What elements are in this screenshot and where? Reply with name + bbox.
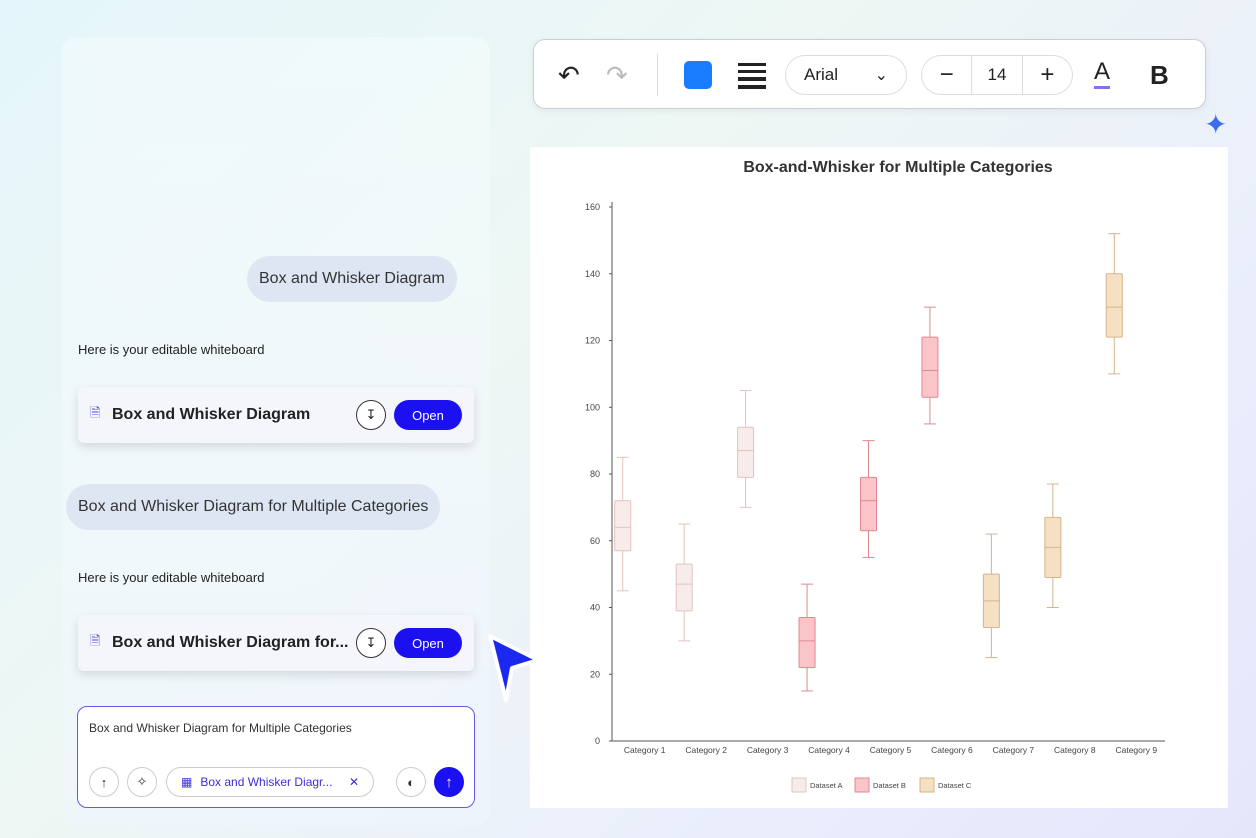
box — [614, 500, 632, 552]
keyboard-icon: ▦ — [181, 775, 193, 789]
chat-input-text[interactable]: Box and Whisker Diagram for Multiple Cat… — [89, 721, 352, 735]
y-tick-label: 140 — [585, 269, 600, 279]
chevron-down-icon: ⌄ — [874, 67, 888, 84]
x-tick-label: Category 5 — [870, 745, 912, 755]
style-icon[interactable]: ◐ — [396, 767, 426, 797]
box-category-3 — [737, 390, 755, 508]
download-icon[interactable]: ↧ — [356, 400, 386, 430]
minus-icon[interactable]: − — [939, 61, 954, 88]
legend-label: Dataset C — [938, 781, 972, 790]
x-tick-label: Category 2 — [685, 745, 727, 755]
undo-icon[interactable]: ↶ — [558, 60, 580, 90]
fill-color-swatch[interactable] — [684, 61, 712, 89]
card-title: Box and Whisker Diagram for... — [112, 634, 349, 651]
whiteboard-card: 🗎 Box and Whisker Diagram for... ↧ Open — [78, 615, 474, 671]
y-tick-label: 40 — [590, 603, 600, 613]
box — [860, 476, 877, 532]
y-tick-label: 0 — [595, 736, 600, 746]
box — [737, 426, 755, 478]
chip-label: Box and Whisker Diagr... — [200, 775, 333, 789]
font-size-stepper[interactable]: − 14 + — [921, 55, 1073, 95]
box-category-7 — [982, 533, 1000, 659]
toolbar: ↶ ↷ Arial ⌄ − 14 + A B — [533, 39, 1206, 109]
chart-panel[interactable]: Box-and-Whisker for Multiple Categories … — [530, 147, 1228, 808]
x-tick-label: Category 8 — [1054, 745, 1096, 755]
x-tick-label: Category 4 — [808, 745, 850, 755]
cursor-arrow-icon — [488, 634, 540, 702]
box-category-8 — [1044, 483, 1062, 608]
box-category-1 — [614, 456, 632, 592]
redo-icon[interactable]: ↷ — [606, 60, 628, 90]
font-select[interactable]: Arial ⌄ — [785, 55, 907, 95]
y-tick-label: 120 — [585, 336, 600, 346]
font-size-value[interactable]: 14 — [971, 55, 1023, 95]
assistant-message: Here is your editable whiteboard — [78, 570, 265, 585]
y-tick-label: 80 — [590, 469, 600, 479]
legend-swatch — [919, 777, 935, 793]
document-icon: 🗎 — [90, 633, 101, 648]
attachment-chip[interactable]: ▦ Box and Whisker Diagr... ✕ — [166, 767, 374, 797]
upload-icon[interactable]: ↑ — [89, 767, 119, 797]
line-style-icon[interactable] — [738, 63, 766, 89]
legend-swatch — [791, 777, 807, 793]
sparkle-icon: ✦ — [1204, 109, 1228, 140]
box-whisker-chart: Box-and-Whisker for Multiple Categories … — [585, 159, 1165, 793]
download-icon[interactable]: ↧ — [356, 628, 386, 658]
divider — [657, 54, 658, 96]
plus-icon[interactable]: + — [1040, 61, 1055, 88]
user-message: Box and Whisker Diagram — [247, 256, 457, 302]
x-tick-label: Category 9 — [1115, 745, 1157, 755]
x-tick-label: Category 1 — [624, 745, 666, 755]
y-tick-label: 20 — [590, 669, 600, 679]
assistant-message: Here is your editable whiteboard — [78, 342, 265, 357]
font-name: Arial — [804, 65, 839, 84]
box — [675, 563, 693, 612]
user-message: Box and Whisker Diagram for Multiple Cat… — [66, 484, 441, 530]
sparkle-icon[interactable]: ✧ — [127, 767, 157, 797]
legend-label: Dataset B — [873, 781, 906, 790]
box — [921, 336, 939, 398]
open-button[interactable]: Open — [394, 400, 462, 430]
box-category-2 — [675, 523, 693, 642]
send-button[interactable]: ↑ — [434, 767, 464, 797]
y-tick-label: 60 — [590, 536, 600, 546]
box — [1105, 273, 1123, 338]
y-tick-label: 160 — [585, 202, 600, 212]
legend-swatch — [854, 777, 870, 793]
box-category-9 — [1105, 233, 1123, 375]
box-category-5 — [860, 440, 877, 558]
whiteboard-card: 🗎 Box and Whisker Diagram ↧ Open — [78, 387, 474, 443]
bold-icon[interactable]: B — [1150, 60, 1169, 90]
box-category-4 — [798, 583, 816, 692]
open-button[interactable]: Open — [394, 628, 462, 658]
box-category-6 — [921, 306, 939, 425]
legend-label: Dataset A — [810, 781, 843, 790]
chart-title: Box-and-Whisker for Multiple Categories — [743, 159, 1052, 176]
chat-input[interactable]: Box and Whisker Diagram for Multiple Cat… — [77, 706, 475, 808]
y-tick-label: 100 — [585, 402, 600, 412]
document-icon: 🗎 — [90, 405, 101, 420]
x-tick-label: Category 6 — [931, 745, 973, 755]
text-color-icon[interactable]: A — [1094, 58, 1111, 89]
x-tick-label: Category 7 — [993, 745, 1035, 755]
close-icon[interactable]: ✕ — [348, 775, 359, 789]
card-title: Box and Whisker Diagram — [112, 406, 311, 423]
x-tick-label: Category 3 — [747, 745, 789, 755]
box — [798, 617, 816, 669]
